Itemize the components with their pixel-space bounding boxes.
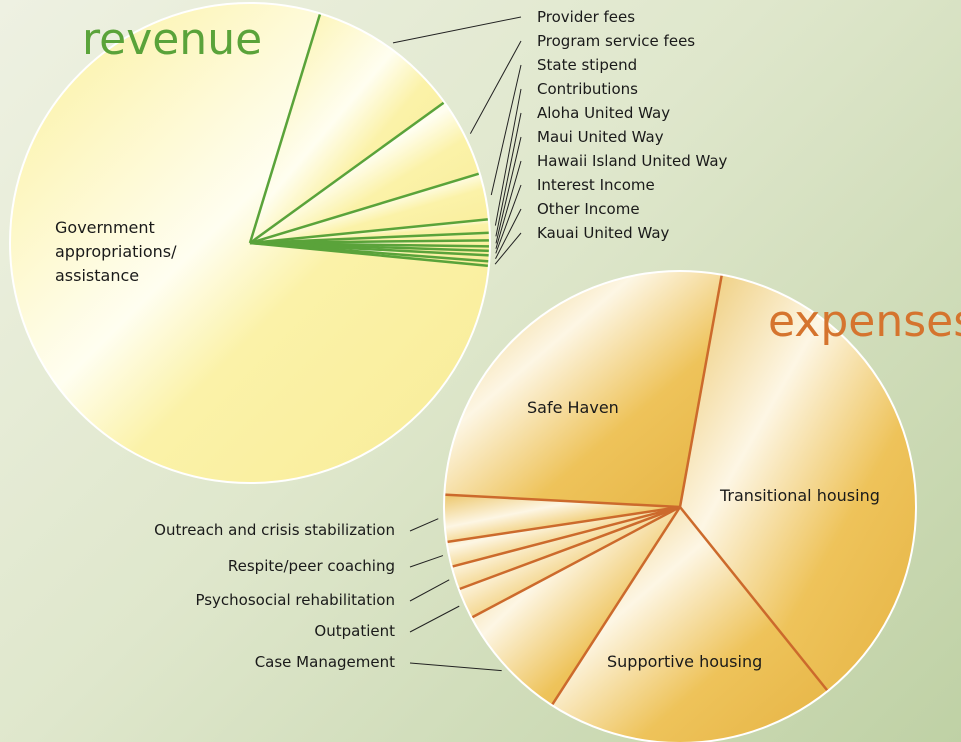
leader-line [494, 88, 522, 226]
slice-divider [550, 506, 682, 706]
pie-slice [680, 274, 917, 692]
slice-divider [470, 505, 681, 619]
leader-line [495, 208, 522, 260]
slice-label: Safe Haven [527, 398, 619, 417]
leader-line [494, 232, 522, 265]
slice-label: Transitional housing [720, 486, 880, 505]
pie-outline [443, 270, 917, 742]
pie-slice [444, 494, 680, 542]
slice-divider [249, 241, 490, 268]
pie-slice [471, 507, 680, 706]
slice-label: Maui United Way [537, 128, 664, 146]
slice-divider [249, 101, 446, 245]
leader-line [495, 136, 522, 244]
pie-slice [250, 13, 445, 243]
slice-divider [249, 218, 489, 245]
slice-divider [444, 493, 681, 509]
leader-line [409, 518, 439, 532]
leader-line [409, 662, 502, 672]
leader-line [469, 40, 522, 134]
slice-divider [458, 505, 681, 591]
slice-divider [248, 13, 322, 244]
slice-label: Supportive housing [607, 652, 763, 671]
slice-label: Other Income [537, 200, 640, 218]
slice-label: Hawaii Island United Way [537, 152, 728, 170]
slice-divider [451, 505, 681, 568]
leader-line [495, 112, 522, 237]
leader-line [409, 579, 450, 602]
slice-label: Kauai United Way [537, 224, 670, 242]
pie-slice [458, 507, 680, 618]
slice-divider [679, 506, 829, 692]
slice-label: Provider fees [537, 8, 636, 26]
leader-line [392, 16, 522, 44]
pie-slice [250, 102, 480, 243]
slice-label: Psychosocial rehabilitation [195, 591, 395, 609]
slice-label: Interest Income [537, 176, 655, 194]
slice-divider [678, 274, 724, 508]
slice-label: Contributions [537, 80, 638, 98]
pie-slice [551, 507, 828, 742]
leader-line [490, 64, 522, 196]
slice-label: State stipend [537, 56, 638, 74]
slice-label: Case Management [254, 653, 395, 671]
slice-divider [446, 505, 681, 544]
pie-slice [444, 270, 722, 507]
pie-title: revenue [82, 14, 263, 65]
pie-outline [9, 2, 491, 484]
leader-line [409, 605, 460, 633]
pie-title: expenses [768, 296, 961, 347]
slice-label: Respite/peer coaching [227, 557, 395, 575]
leader-line [495, 160, 522, 249]
slice-divider [249, 231, 490, 245]
slice-divider [249, 172, 481, 245]
slice-label: Program service fees [537, 32, 696, 50]
slice-label: Outreach and crisis stabilization [154, 521, 395, 539]
slice-label: Government appropriations/ assistance [55, 218, 177, 285]
slice-label: Outpatient [314, 622, 395, 640]
pie-slice [10, 3, 489, 484]
leader-line [495, 184, 522, 254]
slice-label: Aloha United Way [537, 104, 671, 122]
leader-line [409, 555, 444, 568]
